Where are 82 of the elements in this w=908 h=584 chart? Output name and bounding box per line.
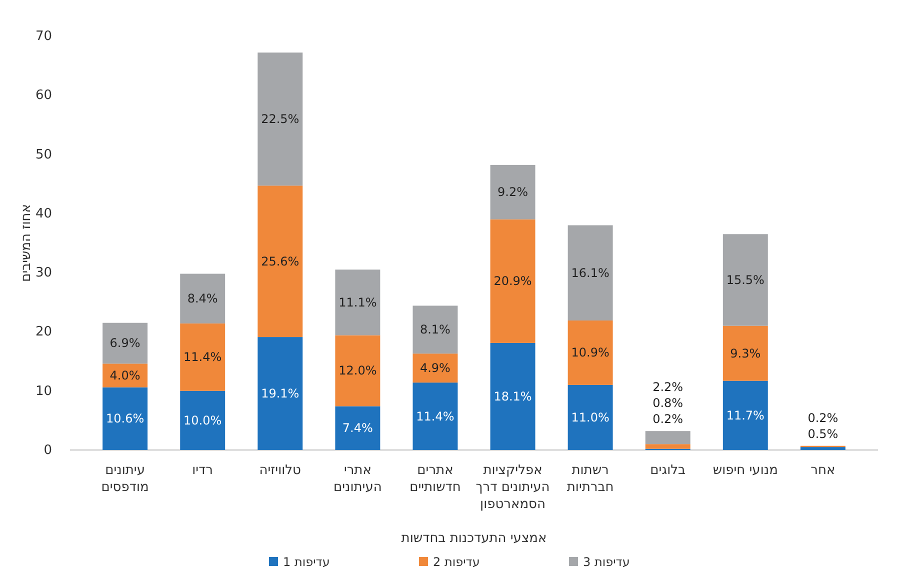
data-label: 15.5% <box>726 272 764 287</box>
data-label: 0.5% <box>808 426 838 441</box>
data-label: 10.0% <box>184 413 222 428</box>
data-label: 12.0% <box>338 364 377 378</box>
y-tick-label: 60 <box>35 88 52 104</box>
bar <box>490 164 536 220</box>
bar <box>180 274 226 324</box>
data-label: 22.5% <box>261 112 300 126</box>
bar <box>102 364 148 388</box>
data-label: 2.2% <box>652 380 684 394</box>
data-label: 11.4% <box>184 350 222 364</box>
bar <box>722 326 768 381</box>
data-label: 8.4% <box>187 292 218 306</box>
y-tick-label: 50 <box>35 147 52 162</box>
bar <box>258 52 303 186</box>
bar <box>800 447 846 450</box>
y-tick-label: 0 <box>44 443 52 458</box>
bar <box>102 322 148 364</box>
bar <box>335 335 380 406</box>
bar <box>645 444 690 449</box>
bar <box>490 342 536 450</box>
data-label: 19.1% <box>261 386 300 401</box>
bar <box>722 234 768 326</box>
data-label: 16.1% <box>571 266 610 280</box>
x-tick-label: אתרי העיתונים <box>334 463 382 495</box>
y-tick-label: 30 <box>35 266 52 281</box>
bar <box>568 384 613 450</box>
data-label: 4.9% <box>420 361 450 376</box>
bar <box>335 406 380 450</box>
x-axis-title: אמצעי התעדכנות בחדשות <box>401 531 547 546</box>
x-tick-label: אתרים חדשותיים <box>410 463 461 495</box>
data-label: 11.1% <box>338 295 377 310</box>
legend-label: עדיפות 2 <box>433 555 480 569</box>
y-tick-label: 10 <box>35 384 52 399</box>
data-label: 6.9% <box>110 336 140 350</box>
legend-entry: עדיפות 2 <box>419 555 480 569</box>
bar <box>412 382 458 450</box>
data-label: 0.8% <box>652 396 684 410</box>
bar <box>412 354 458 383</box>
x-tick-label: רשתות חברתיות <box>566 463 614 495</box>
bar <box>722 380 768 450</box>
x-tick-label: עיתונים מודפסים <box>101 463 149 495</box>
bar <box>258 186 303 338</box>
legend-label: עדיפות 1 <box>283 555 330 569</box>
data-label: 0.2% <box>808 410 838 425</box>
data-label: 10.6% <box>106 412 144 426</box>
bar <box>102 387 148 450</box>
bar <box>180 323 226 391</box>
data-label: 4.0% <box>110 368 140 382</box>
data-label: 11.0% <box>571 410 610 424</box>
data-label: 8.1% <box>420 322 450 337</box>
x-tick-label: טלוויזיה <box>259 463 301 478</box>
data-label: 18.1% <box>494 389 532 404</box>
data-label: 11.4% <box>416 409 454 424</box>
data-label: 10.9% <box>571 346 610 360</box>
bar <box>180 390 226 450</box>
x-tick-label: בלוגים <box>650 463 686 478</box>
data-label: 9.3% <box>730 346 761 360</box>
data-label: 9.2% <box>498 185 528 200</box>
y-tick-label: 20 <box>35 324 52 340</box>
legend-entry: עדיפות 1 <box>269 555 330 569</box>
y-tick-label: 40 <box>35 206 52 222</box>
x-tick-label: אחר <box>810 463 836 478</box>
bar <box>258 337 303 450</box>
bar <box>568 225 613 320</box>
y-tick-label: 70 <box>35 29 52 44</box>
bar <box>645 431 690 444</box>
x-tick-label: אפליקציות העיתונים דרך הסמארטפון <box>476 463 550 512</box>
data-label: 11.7% <box>726 408 764 422</box>
data-label: 25.6% <box>261 254 300 268</box>
data-label: 7.4% <box>342 421 373 436</box>
bar <box>490 219 536 343</box>
bar <box>568 320 613 385</box>
bar <box>412 306 458 354</box>
x-tick-label: מנועי חיפוש <box>712 463 778 478</box>
legend-entry: עדיפות 3 <box>569 555 630 569</box>
legend-label: עדיפות 3 <box>583 555 630 569</box>
y-axis-title: אחוז המשיבים <box>19 204 34 282</box>
data-label: 0.2% <box>652 412 684 426</box>
x-tick-label: רדיו <box>192 463 214 478</box>
data-label: 20.9% <box>494 274 532 288</box>
bar <box>335 270 380 336</box>
